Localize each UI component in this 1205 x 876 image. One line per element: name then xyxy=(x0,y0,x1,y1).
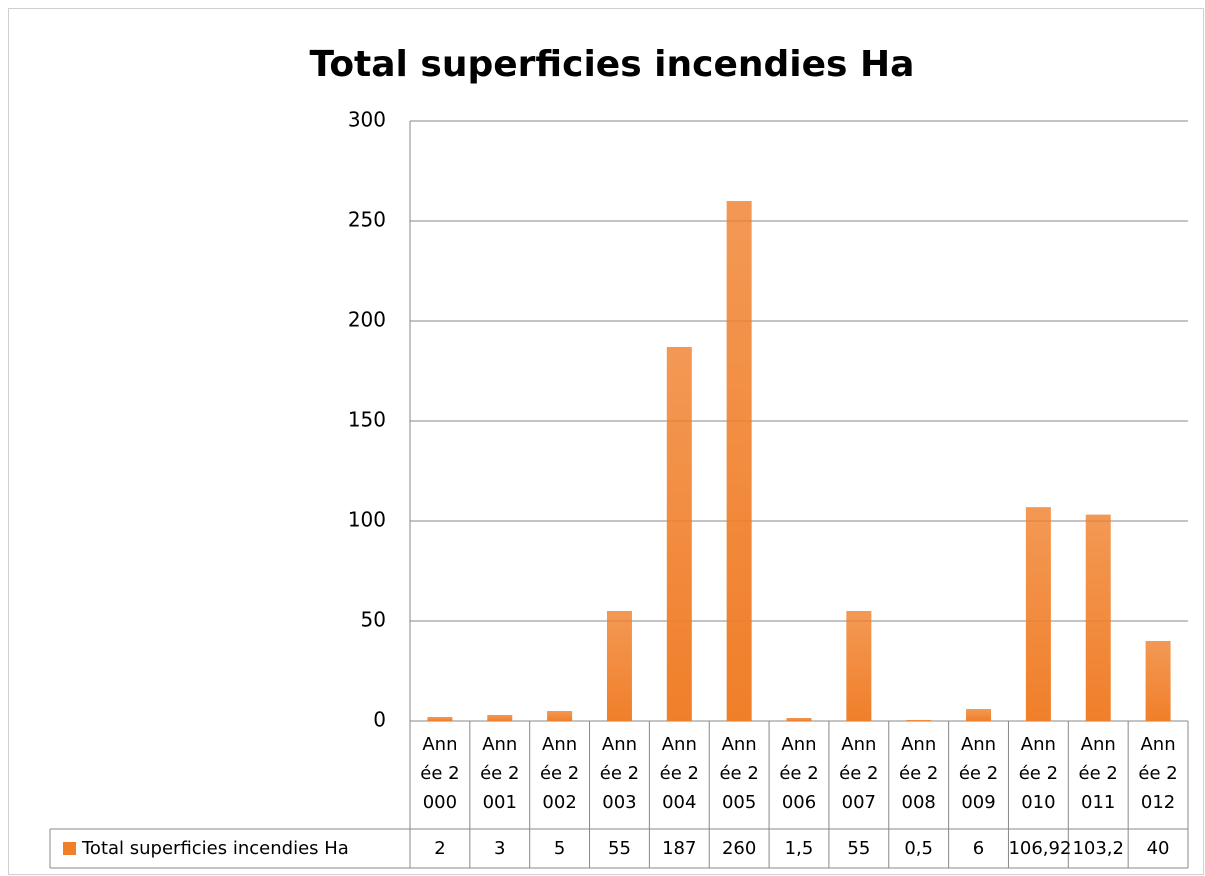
chart-border xyxy=(8,8,1204,875)
x-tick-label: Année 2008 xyxy=(899,734,939,813)
table-value: 0,5 xyxy=(904,838,933,859)
x-tick-label: Année 2012 xyxy=(1138,734,1178,813)
legend-label: Total superficies incendies Ha xyxy=(82,838,349,859)
bar xyxy=(906,720,932,721)
table-value: 40 xyxy=(1146,838,1170,859)
table-value: 103,2 xyxy=(1072,838,1124,859)
x-tick-label: Année 2011 xyxy=(1078,734,1118,813)
bar xyxy=(786,718,812,721)
bar xyxy=(1025,507,1051,721)
x-tick-label: Année 2003 xyxy=(599,734,640,813)
bar xyxy=(666,347,692,721)
legend-key xyxy=(63,842,76,855)
x-tick-label: Année 2001 xyxy=(480,734,520,813)
x-tick-label: Année 2005 xyxy=(719,734,759,813)
table-value: 5 xyxy=(553,838,566,859)
table-value: 55 xyxy=(608,838,631,859)
y-tick-label: 150 xyxy=(348,408,386,432)
bar xyxy=(726,201,752,721)
table-value: 2 xyxy=(434,838,446,859)
bar xyxy=(606,611,632,721)
x-tick-label: Année 2004 xyxy=(659,734,699,813)
bar xyxy=(846,611,872,721)
x-tick-label: Année 2007 xyxy=(839,734,879,813)
y-tick-label: 300 xyxy=(348,108,386,132)
table-value: 260 xyxy=(721,838,757,859)
bar xyxy=(487,715,513,721)
y-tick-label: 100 xyxy=(348,508,386,532)
table-value: 106,92 xyxy=(1008,838,1072,859)
y-tick-label: 50 xyxy=(361,608,386,632)
bar xyxy=(547,711,573,721)
bar xyxy=(427,717,453,721)
y-tick-label: 250 xyxy=(348,208,386,232)
x-tick-label: Année 2002 xyxy=(539,734,580,813)
x-tick-label: Année 2006 xyxy=(779,734,819,813)
y-tick-label: 200 xyxy=(348,308,386,332)
bar xyxy=(1145,641,1171,721)
table-value: 3 xyxy=(494,838,506,859)
chart-title: Total superficies incendies Ha xyxy=(310,44,915,85)
table-value: 6 xyxy=(972,838,985,859)
x-tick-label: Année 2009 xyxy=(958,734,999,813)
table-value: 1,5 xyxy=(784,838,814,859)
table-value: 187 xyxy=(662,838,697,859)
bar xyxy=(966,709,992,721)
bar xyxy=(1085,514,1111,721)
x-tick-label: Année 2010 xyxy=(1018,734,1059,813)
x-tick-label: Année 2000 xyxy=(420,734,460,813)
y-tick-label: 0 xyxy=(373,708,386,732)
table-value: 55 xyxy=(847,838,871,859)
